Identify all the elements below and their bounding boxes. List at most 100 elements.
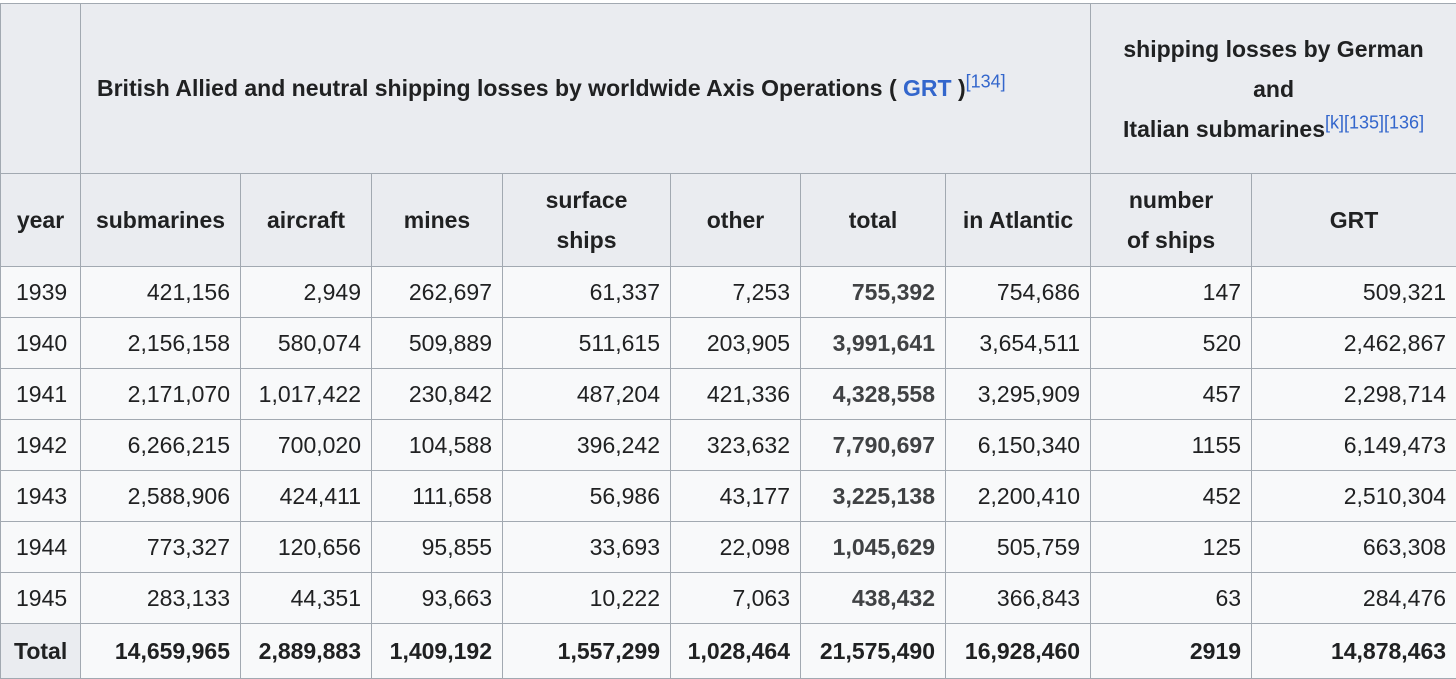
cell-grt: 284,476 [1252, 573, 1456, 624]
cell-aircraft: 2,949 [241, 267, 372, 318]
cell-year: 1944 [1, 522, 81, 573]
total-label: Total [1, 624, 81, 679]
grt-link[interactable]: GRT [903, 75, 952, 101]
col-header-submarines[interactable]: submarines [81, 174, 241, 267]
main-title-close: ) [958, 75, 966, 101]
cell-aircraft: 424,411 [241, 471, 372, 522]
total-aircraft: 2,889,883 [241, 624, 372, 679]
cell-surface-ships: 10,222 [503, 573, 671, 624]
cell-other: 7,253 [671, 267, 801, 318]
cell-total: 1,045,629 [801, 522, 946, 573]
total-surface: 1,557,299 [503, 624, 671, 679]
cell-surface-ships: 56,986 [503, 471, 671, 522]
cell-mines: 111,658 [372, 471, 503, 522]
sub-title-line2: and [1099, 69, 1448, 109]
cell-year: 1940 [1, 318, 81, 369]
cell-number-of-ships: 452 [1091, 471, 1252, 522]
cell-submarines: 2,171,070 [81, 369, 241, 420]
main-title-text: British Allied and neutral shipping loss… [97, 75, 897, 101]
cell-grt: 2,462,867 [1252, 318, 1456, 369]
cell-other: 323,632 [671, 420, 801, 471]
cell-other: 22,098 [671, 522, 801, 573]
cell-number-of-ships: 147 [1091, 267, 1252, 318]
cell-in-atlantic: 754,686 [946, 267, 1091, 318]
total-ships: 2919 [1091, 624, 1252, 679]
cell-other: 203,905 [671, 318, 801, 369]
sub-title-line1: shipping losses by German [1099, 29, 1448, 69]
total-row: Total 14,659,965 2,889,883 1,409,192 1,5… [1, 624, 1456, 679]
cell-submarines: 421,156 [81, 267, 241, 318]
cell-total: 438,432 [801, 573, 946, 624]
cell-aircraft: 1,017,422 [241, 369, 372, 420]
cell-other: 43,177 [671, 471, 801, 522]
cell-grt: 663,308 [1252, 522, 1456, 573]
col-header-other[interactable]: other [671, 174, 801, 267]
cell-in-atlantic: 505,759 [946, 522, 1091, 573]
col-header-year[interactable]: year [1, 174, 81, 267]
total-total: 21,575,490 [801, 624, 946, 679]
cell-other: 421,336 [671, 369, 801, 420]
cell-total: 3,991,641 [801, 318, 946, 369]
cell-number-of-ships: 125 [1091, 522, 1252, 573]
col-header-aircraft[interactable]: aircraft [241, 174, 372, 267]
cell-in-atlantic: 6,150,340 [946, 420, 1091, 471]
cell-grt: 509,321 [1252, 267, 1456, 318]
cell-in-atlantic: 366,843 [946, 573, 1091, 624]
cell-surface-ships: 396,242 [503, 420, 671, 471]
total-other: 1,028,464 [671, 624, 801, 679]
cell-in-atlantic: 2,200,410 [946, 471, 1091, 522]
col-header-grt[interactable]: GRT [1252, 174, 1456, 267]
cell-surface-ships: 487,204 [503, 369, 671, 420]
cell-mines: 104,588 [372, 420, 503, 471]
cell-grt: 2,298,714 [1252, 369, 1456, 420]
col-header-mines[interactable]: mines [372, 174, 503, 267]
cell-year: 1939 [1, 267, 81, 318]
ships-label-1: number [1092, 180, 1250, 220]
total-grt: 14,878,463 [1252, 624, 1456, 679]
cell-year: 1945 [1, 573, 81, 624]
cell-mines: 95,855 [372, 522, 503, 573]
cell-submarines: 6,266,215 [81, 420, 241, 471]
cell-year: 1943 [1, 471, 81, 522]
cell-year: 1941 [1, 369, 81, 420]
sub-title-line3: Italian submarines [1123, 116, 1325, 142]
submarine-losses-title: shipping losses by German and Italian su… [1091, 4, 1456, 174]
cell-total: 7,790,697 [801, 420, 946, 471]
cell-mines: 262,697 [372, 267, 503, 318]
cell-in-atlantic: 3,654,511 [946, 318, 1091, 369]
cell-submarines: 2,156,158 [81, 318, 241, 369]
ref-k-135-136-link[interactable]: [k][135][136] [1325, 112, 1424, 132]
cell-submarines: 773,327 [81, 522, 241, 573]
cell-other: 7,063 [671, 573, 801, 624]
col-header-in-atlantic[interactable]: in Atlantic [946, 174, 1091, 267]
cell-surface-ships: 33,693 [503, 522, 671, 573]
surface-label-1: surface [504, 180, 669, 220]
total-submarines: 14,659,965 [81, 624, 241, 679]
ships-label-2: of ships [1092, 220, 1250, 260]
cell-mines: 230,842 [372, 369, 503, 420]
cell-grt: 2,510,304 [1252, 471, 1456, 522]
cell-number-of-ships: 520 [1091, 318, 1252, 369]
col-header-total[interactable]: total [801, 174, 946, 267]
cell-aircraft: 700,020 [241, 420, 372, 471]
cell-aircraft: 44,351 [241, 573, 372, 624]
cell-total: 3,225,138 [801, 471, 946, 522]
sub-title-line3-wrap: Italian submarines[k][135][136] [1099, 109, 1448, 149]
cell-submarines: 283,133 [81, 573, 241, 624]
cell-surface-ships: 511,615 [503, 318, 671, 369]
cell-year: 1942 [1, 420, 81, 471]
cell-surface-ships: 61,337 [503, 267, 671, 318]
cell-total: 4,328,558 [801, 369, 946, 420]
ref-134-link[interactable]: [134] [966, 71, 1006, 91]
cell-submarines: 2,588,906 [81, 471, 241, 522]
total-atlantic: 16,928,460 [946, 624, 1091, 679]
total-mines: 1,409,192 [372, 624, 503, 679]
